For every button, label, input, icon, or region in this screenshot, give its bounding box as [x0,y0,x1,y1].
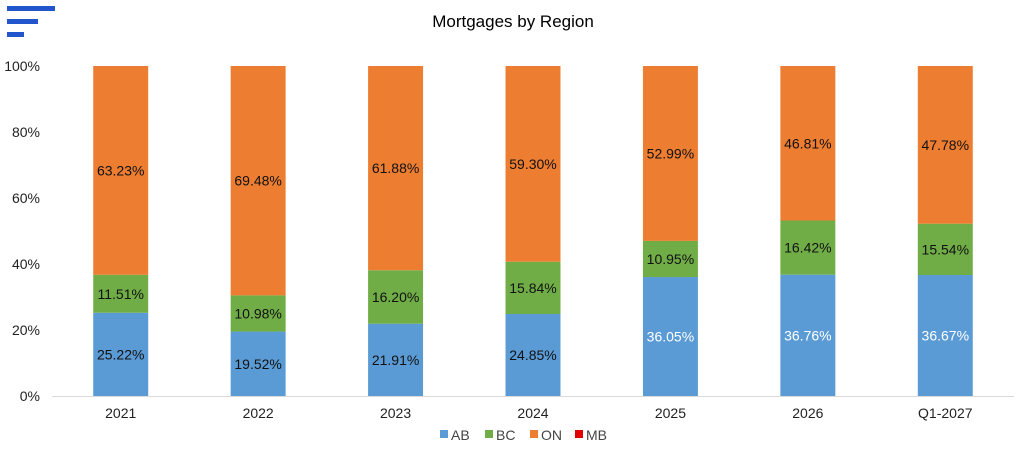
bar-segment-ab[interactable] [368,323,424,396]
bar-segment-bc[interactable] [780,220,836,275]
bar-segment-on[interactable] [505,66,561,262]
legend: AB BC ON MB [440,427,607,443]
bar-segment-bc[interactable] [642,240,698,278]
data-label-ab: 24.85% [509,347,556,363]
legend-label-bc: BC [496,427,515,443]
menu-bars-icon[interactable] [7,6,55,37]
legend-swatch-mb [575,430,583,438]
data-label-bc: 15.84% [509,280,556,296]
data-label-bc: 15.54% [922,241,969,257]
bar-segment-on[interactable] [642,66,698,241]
x-tick-label: 2022 [243,405,274,421]
plot-area: 0% 20% 40% 60% 80% 100% 25.22% 11.51% 63.23% 2021… [4,58,1014,421]
bar-segment-on[interactable] [917,66,973,224]
x-tick-label: 2026 [792,405,823,421]
y-tick-label: 0% [20,388,40,404]
bar-segment-on[interactable] [230,66,286,296]
data-label-ab: 25.22% [97,346,144,362]
legend-label-ab: AB [451,427,470,443]
bar-segment-bc[interactable] [368,270,424,324]
data-label-ab: 36.76% [784,327,831,343]
bar-segment-on[interactable] [93,66,149,275]
legend-swatch-ab [440,430,448,438]
data-label-on: 47.78% [922,137,969,153]
bar-segment-bc[interactable] [93,274,149,313]
data-label-ab: 36.05% [647,329,694,345]
y-tick-label: 80% [12,124,40,140]
x-tick-label: Q1-2027 [918,405,973,421]
data-label-bc: 11.51% [97,286,143,302]
data-label-on: 69.48% [234,173,281,189]
data-label-on: 46.81% [784,135,831,151]
bar-segment-on[interactable] [368,66,424,271]
data-label-ab: 19.52% [234,356,281,372]
data-label-ab: 36.67% [922,327,969,343]
bar-segment-on[interactable] [780,66,836,221]
bar-segment-ab[interactable] [780,274,836,396]
bar-segment-ab[interactable] [642,277,698,396]
bar-segment-ab[interactable] [917,274,973,396]
y-tick-label: 40% [12,256,40,272]
x-tick-label: 2024 [517,405,548,421]
legend-swatch-bc [485,430,493,438]
data-label-ab: 21.91% [372,352,419,368]
y-tick-label: 60% [12,190,40,206]
data-label-bc: 10.95% [647,251,694,267]
bar-segment-bc[interactable] [505,261,561,314]
legend-label-on: ON [541,427,562,443]
x-tick-label: 2021 [105,405,136,421]
x-tick-label: 2023 [380,405,411,421]
chart-title: Mortgages by Region [432,12,594,31]
bar-segment-bc[interactable] [230,295,286,332]
bar-segment-ab[interactable] [505,313,561,396]
data-label-bc: 16.42% [784,240,831,256]
data-label-bc: 10.98% [234,305,281,321]
bar-segment-bc[interactable] [917,223,973,275]
data-label-bc: 16.20% [372,289,419,305]
data-label-on: 61.88% [372,160,419,176]
x-tick-label: 2025 [655,405,686,421]
data-label-on: 63.23% [97,162,144,178]
y-tick-label: 100% [4,58,40,74]
legend-label-mb: MB [586,427,607,443]
data-label-on: 52.99% [647,145,694,161]
legend-swatch-on [530,430,538,438]
bar-segment-ab[interactable] [93,312,149,396]
bar-segment-ab[interactable] [230,331,286,396]
data-label-on: 59.30% [509,156,556,172]
y-tick-label: 20% [12,322,40,338]
